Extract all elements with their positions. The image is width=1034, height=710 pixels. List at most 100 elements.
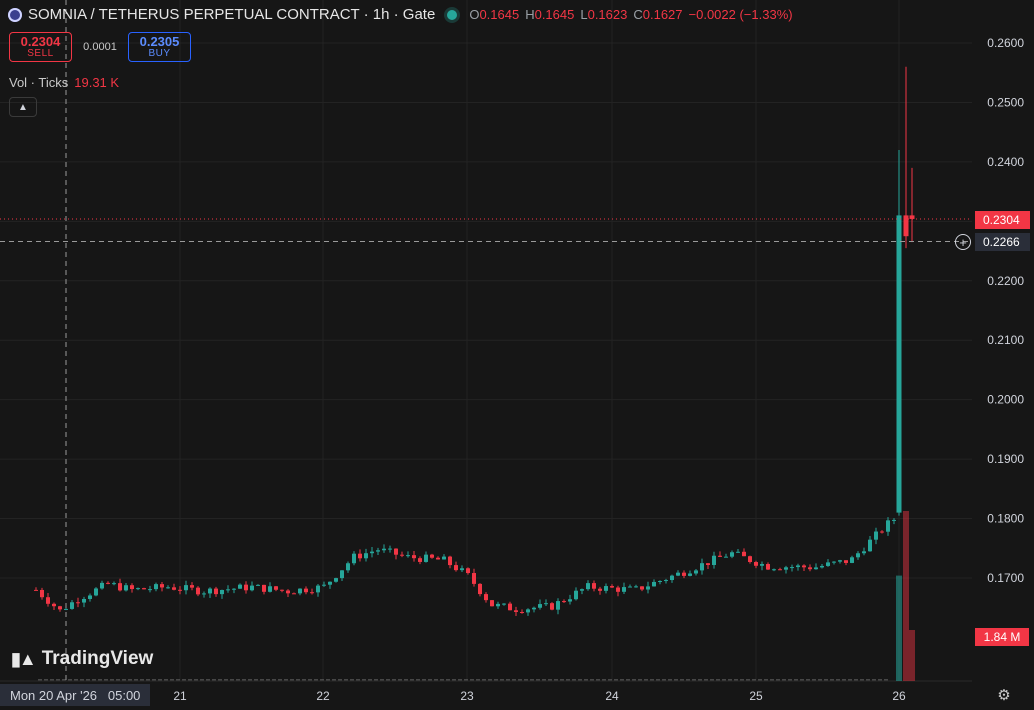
candle-body — [628, 586, 632, 588]
candle-body — [58, 606, 62, 610]
volume-bar-small — [44, 679, 48, 681]
candle-body — [736, 551, 740, 553]
candle-body — [316, 585, 320, 593]
close-label: C — [633, 7, 643, 22]
candle-body — [748, 556, 752, 563]
crosshair-time-value: Mon 20 Apr '26 05:00 — [10, 687, 141, 703]
volume-bar-small — [122, 679, 126, 681]
candle-body — [856, 553, 860, 558]
crosshair-lines — [0, 0, 972, 681]
candle-body — [310, 592, 314, 594]
y-tick-label: 0.1800 — [987, 512, 1024, 526]
candle-body — [460, 568, 464, 571]
tradingview-logo[interactable]: ▮▲ TradingView — [11, 648, 153, 670]
x-tick-label: 26 — [892, 689, 906, 703]
symbol-title[interactable]: SOMNIA / TETHERUS PERPETUAL CONTRACT · 1… — [28, 6, 436, 23]
volume-bar-small — [494, 679, 498, 681]
volume-bar-small — [554, 679, 558, 681]
candle-body — [34, 589, 38, 591]
candle-body — [634, 586, 638, 588]
candle-body — [694, 570, 698, 574]
volume-bar-small — [50, 679, 54, 681]
x-tick-label: 21 — [173, 689, 187, 703]
volume-legend[interactable]: Vol · Ticks 19.31 K — [9, 75, 119, 90]
candle-body — [670, 575, 674, 581]
volume-bar-small — [584, 679, 588, 681]
volume-bar — [903, 511, 909, 681]
candle-body — [742, 551, 746, 557]
volume-bar-small — [644, 679, 648, 681]
symbol-logo-icon[interactable] — [8, 7, 22, 22]
candle-body — [280, 589, 284, 591]
sell-button[interactable]: 0.2304 SELL — [9, 32, 72, 62]
buy-button[interactable]: 0.2305 BUY — [128, 32, 191, 62]
candle-body — [256, 584, 260, 586]
price-axis: 0.26000.25000.24000.23000.22000.21000.20… — [987, 36, 1024, 585]
volume-bar-small — [422, 679, 426, 681]
volume-bar-small — [884, 679, 888, 681]
volume-bar-small — [362, 679, 366, 681]
crosshair-plus-icon[interactable]: + — [955, 234, 971, 250]
candle-body — [76, 602, 80, 604]
crosshair-price-value: 0.2266 — [983, 235, 1020, 249]
candle-body — [760, 564, 764, 566]
candle-body — [508, 603, 512, 611]
volume-bar-small — [542, 679, 546, 681]
buy-price: 0.2305 — [139, 33, 180, 49]
volume-axis-tag: 1.84 M — [975, 628, 1029, 646]
candle-body — [220, 589, 224, 595]
chart-grid — [0, 0, 972, 680]
volume-bar-small — [38, 679, 42, 681]
volume-bar-small — [176, 679, 180, 681]
candle-body — [40, 589, 44, 598]
candle-body — [52, 603, 56, 607]
candle-body — [358, 553, 362, 559]
volume-bar-small — [296, 679, 300, 681]
collapse-button[interactable]: ▲ — [9, 97, 37, 117]
candle-body — [346, 563, 350, 571]
volume-bar-small — [506, 679, 510, 681]
settings-gear-icon[interactable]: ⚙ — [997, 687, 1011, 704]
candle-body — [124, 585, 128, 591]
candle-body — [604, 586, 608, 591]
volume-bar-small — [500, 679, 504, 681]
candle-body — [538, 604, 542, 608]
candle-body — [526, 609, 530, 613]
volume-bar-small — [212, 679, 216, 681]
volume-bar-small — [602, 679, 606, 681]
candle-body — [676, 572, 680, 576]
candle-body — [814, 567, 818, 570]
volume-bar-small — [182, 679, 186, 681]
tradingview-mark-icon: ▮▲ — [11, 648, 37, 669]
candle-body — [244, 584, 248, 591]
volume-bar-small — [278, 679, 282, 681]
volume-bar-small — [650, 679, 654, 681]
spike-candle-body — [896, 215, 902, 513]
candle-body — [556, 601, 560, 610]
volume-bar-small — [806, 679, 810, 681]
volume-bar-small — [140, 679, 144, 681]
volume-bar-small — [800, 679, 804, 681]
volume-bar-small — [560, 679, 564, 681]
candle-body — [82, 598, 86, 603]
candle-body — [448, 556, 452, 566]
candle-body — [544, 603, 548, 605]
volume-bar-small — [356, 679, 360, 681]
candle-body — [370, 551, 374, 554]
candle-body — [166, 587, 170, 589]
spread-value: 0.0001 — [83, 41, 117, 53]
candle-body — [808, 567, 812, 570]
volume-bar-small — [80, 679, 84, 681]
candle-body — [478, 583, 482, 595]
candles — [34, 66, 915, 617]
candle-body — [118, 583, 122, 591]
volume-bar-small — [482, 679, 486, 681]
candle-body — [754, 562, 758, 566]
volume-bar-small — [134, 679, 138, 681]
volume-bar-small — [224, 679, 228, 681]
volume-bar-small — [536, 679, 540, 681]
high-label: H — [525, 7, 535, 22]
volume-bar-small — [626, 679, 630, 681]
y-tick-label: 0.2400 — [987, 155, 1024, 169]
